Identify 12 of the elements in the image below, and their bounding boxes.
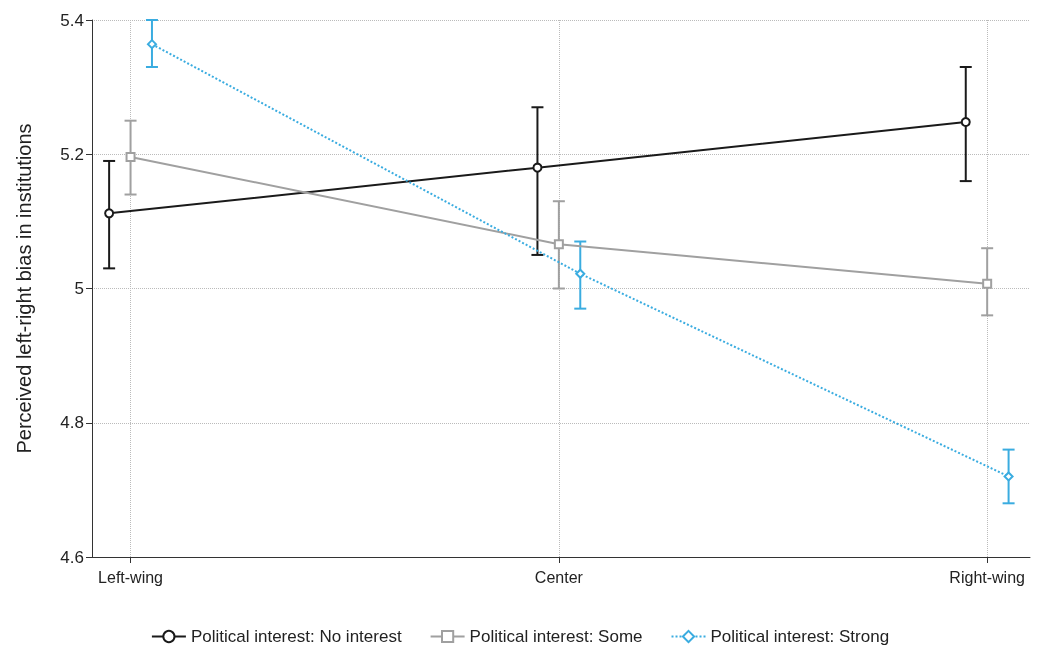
x-tick-label: Left-wing [98,568,164,586]
x-tick-label: Right-wing [949,568,1025,586]
y-tick-label: 5.2 [60,144,84,164]
y-tick-label: 5 [74,279,84,298]
legend-label: Political interest: Strong [710,627,890,646]
y-axis-title: Perceived left-right bias in institutions [13,123,35,454]
y-tick-label: 4.8 [60,413,84,433]
legend-label: Political interest: No interest [190,627,402,646]
y-tick-label: 4.6 [60,547,84,567]
legend-label: Political interest: Some [469,627,643,646]
y-tick-label: 5.4 [60,10,84,30]
x-tick-label: Center [534,568,584,586]
